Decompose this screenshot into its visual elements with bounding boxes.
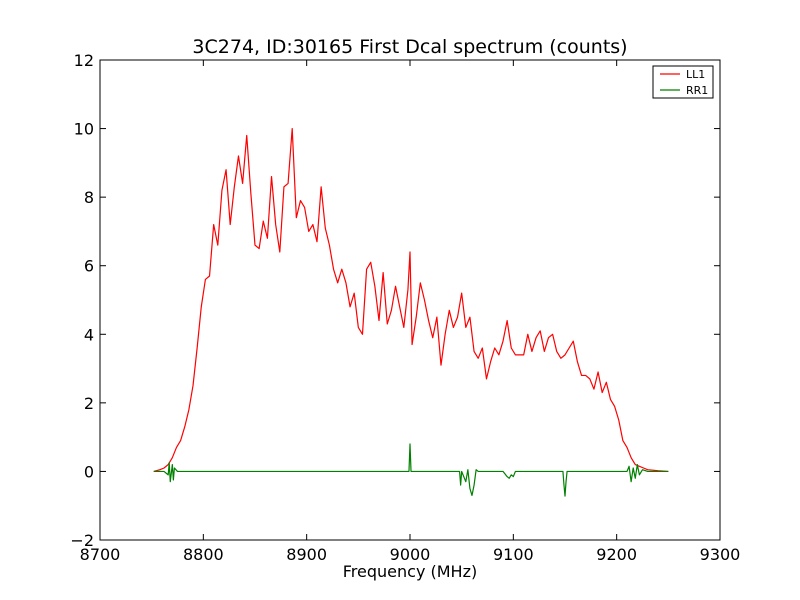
series-line-rr1 <box>153 443 669 497</box>
y-tick-label: 6 <box>84 257 94 276</box>
y-tick-label: 2 <box>84 394 94 413</box>
y-tick-label: 4 <box>84 325 94 344</box>
y-tick-label: 10 <box>74 120 94 139</box>
series-layer <box>153 127 669 497</box>
y-tick-label: 8 <box>84 188 94 207</box>
plot-area <box>99 59 721 541</box>
legend-label-ll1: LL1 <box>686 68 705 81</box>
x-tick-label: 9300 <box>700 545 741 564</box>
ticks-layer: 8700 8800 8900 9000 9100 9200 9300 −2 0 2 4 6 8 10 12 <box>70 51 740 564</box>
legend: LL1 RR1 <box>652 65 714 99</box>
x-axis-label: Frequency (MHz) <box>343 562 477 581</box>
legend-label-rr1: RR1 <box>686 84 708 97</box>
x-tick-label: 8800 <box>183 545 224 564</box>
y-tick-label: −2 <box>70 531 94 550</box>
x-tick-label: 8900 <box>286 545 327 564</box>
x-tick-label: 8700 <box>80 545 121 564</box>
y-tick-label: 12 <box>74 51 94 70</box>
x-tick-label: 9100 <box>493 545 534 564</box>
x-tick-label: 9000 <box>390 545 431 564</box>
legend-box <box>652 65 714 99</box>
series-line-ll1 <box>153 127 669 473</box>
chart-title: 3C274, ID:30165 First Dcal spectrum (cou… <box>192 36 627 58</box>
y-tick-label: 0 <box>84 462 94 481</box>
x-tick-label: 9200 <box>596 545 637 564</box>
